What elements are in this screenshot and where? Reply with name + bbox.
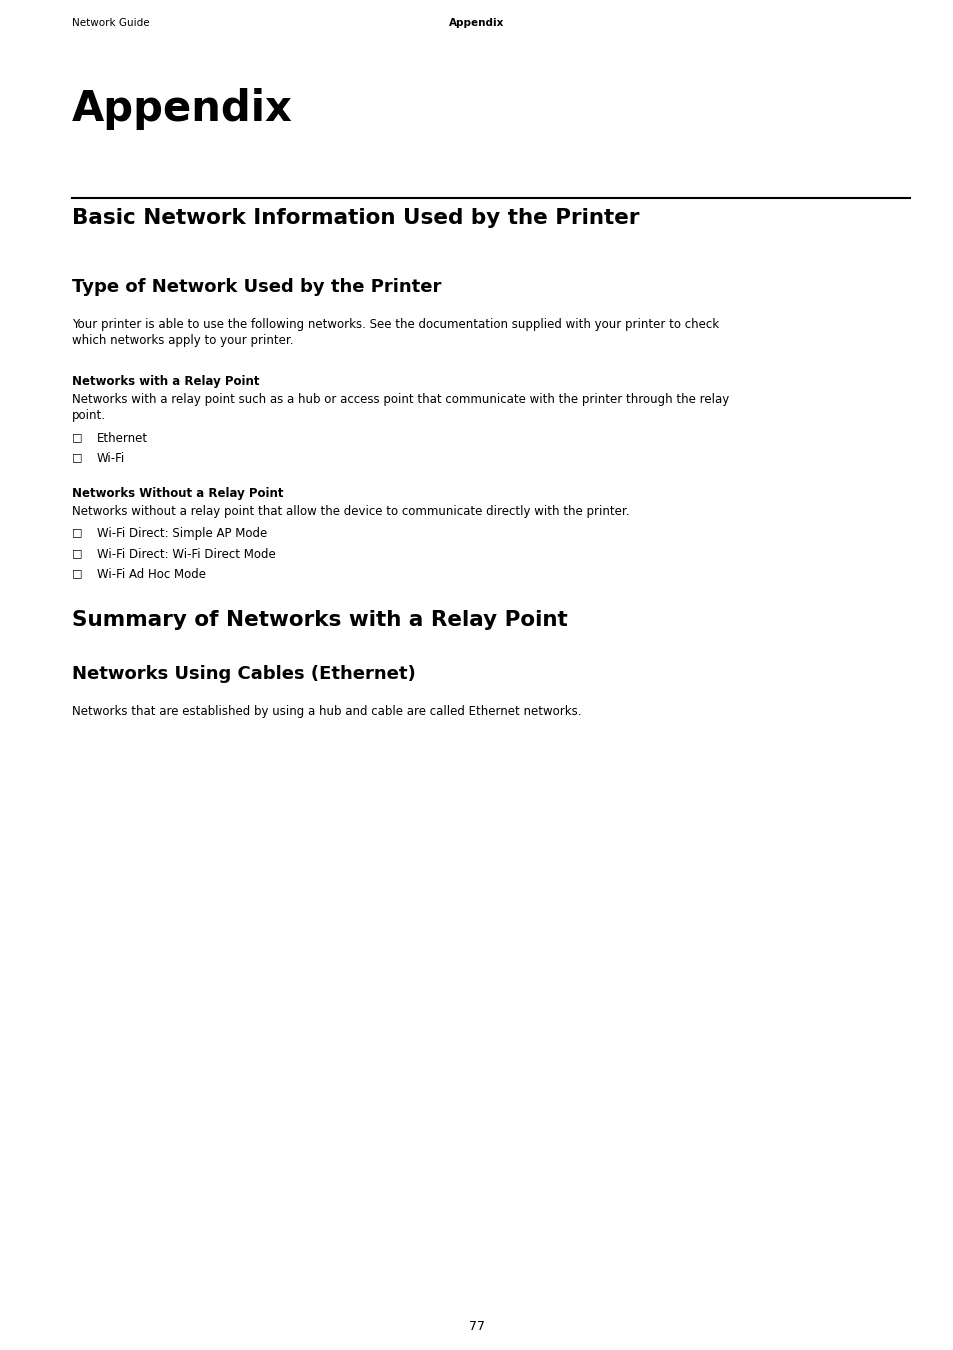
Text: □: □ [71,432,82,441]
Text: Summary of Networks with a Relay Point: Summary of Networks with a Relay Point [71,610,567,630]
Text: Appendix: Appendix [449,18,504,28]
Text: Networks Using Cables (Ethernet): Networks Using Cables (Ethernet) [71,666,416,683]
Text: Wi-Fi Direct: Wi-Fi Direct Mode: Wi-Fi Direct: Wi-Fi Direct Mode [97,548,275,562]
Text: □: □ [71,452,82,462]
Text: Your printer is able to use the following networks. See the documentation suppli: Your printer is able to use the followin… [71,319,719,347]
Text: Wi-Fi: Wi-Fi [97,452,125,464]
Text: Wi-Fi Ad Hoc Mode: Wi-Fi Ad Hoc Mode [97,568,206,580]
Text: □: □ [71,526,82,537]
Text: Wi-Fi Direct: Simple AP Mode: Wi-Fi Direct: Simple AP Mode [97,526,267,540]
Text: Networks that are established by using a hub and cable are called Ethernet netwo: Networks that are established by using a… [71,705,581,718]
Text: Networks with a Relay Point: Networks with a Relay Point [71,375,259,387]
Text: Networks without a relay point that allow the device to communicate directly wit: Networks without a relay point that allo… [71,505,629,518]
Text: Networks Without a Relay Point: Networks Without a Relay Point [71,487,283,500]
Text: Appendix: Appendix [71,88,293,130]
Text: □: □ [71,548,82,558]
Text: Basic Network Information Used by the Printer: Basic Network Information Used by the Pr… [71,208,639,228]
Text: Ethernet: Ethernet [97,432,148,446]
Text: Type of Network Used by the Printer: Type of Network Used by the Printer [71,278,441,296]
Text: □: □ [71,568,82,578]
Text: 77: 77 [469,1320,484,1332]
Text: Networks with a relay point such as a hub or access point that communicate with : Networks with a relay point such as a hu… [71,393,728,423]
Text: Network Guide: Network Guide [71,18,150,28]
